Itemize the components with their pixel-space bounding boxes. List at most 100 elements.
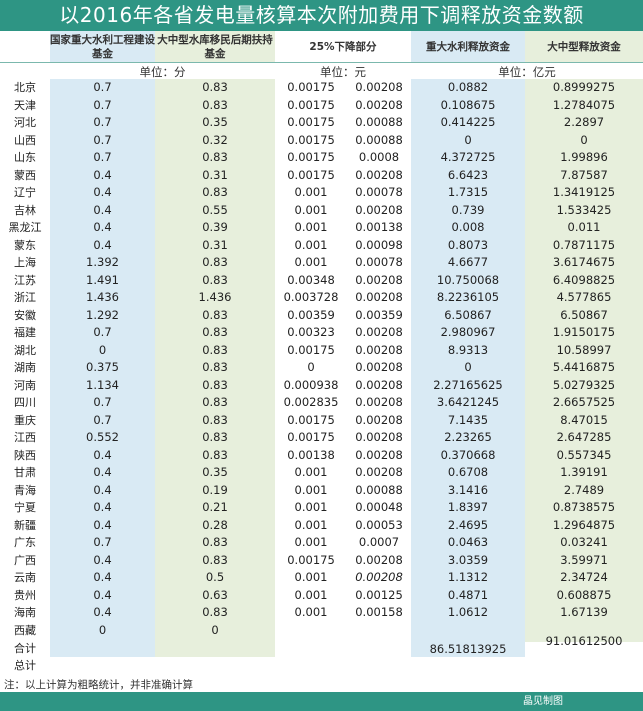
- cell-reservoir-release: 1.39191: [560, 465, 608, 479]
- cell-water-release: 0: [464, 132, 472, 147]
- table-row: 福建 0.7 0.83 0.00323 0.00208 2.980967 1.9150175: [0, 324, 643, 342]
- cell-reservoir-fund: 0.83: [202, 447, 228, 462]
- cell-province: 新疆: [14, 518, 36, 532]
- cell-water-release: 0.370668: [440, 447, 496, 462]
- cell-water-fund: 0.7: [93, 535, 112, 549]
- cell-reservoir-fund: 0.32: [202, 132, 228, 147]
- cell-cut-b: 0.00208: [355, 447, 403, 462]
- cell-cut-b: 0.00125: [355, 587, 403, 602]
- cell-water-fund: 0.4: [93, 517, 112, 532]
- cell-province: 重庆: [14, 413, 36, 427]
- cell-water-release: 3.0359: [447, 552, 489, 567]
- header-25pct: 25%下降部分: [309, 40, 377, 53]
- cell-province: 北京: [14, 81, 36, 94]
- cell-reservoir-release: 6.50867: [560, 307, 608, 322]
- table-row: 天津 0.7 0.83 0.00175 0.00208 0.108675 1.2784075: [0, 97, 643, 115]
- cell-reservoir-fund: 0.83: [202, 255, 228, 269]
- cell-water-fund: 1.392: [86, 255, 119, 269]
- cell-cut-a: 0.00175: [287, 97, 335, 112]
- cell-reservoir-fund: 0.63: [202, 587, 228, 602]
- cell-province: 湖南: [14, 361, 36, 374]
- cell-reservoir-fund: 0.83: [202, 150, 228, 164]
- cell-reservoir-release: 1.2964875: [552, 517, 616, 532]
- cell-water-release: 0.0463: [447, 535, 489, 549]
- cell-province: 黑龙江: [8, 221, 42, 234]
- cell-cut-b: 0.00208: [355, 360, 403, 374]
- cell-reservoir-fund: 0.55: [202, 202, 228, 217]
- cell-cut-b: 0.00208: [355, 80, 403, 94]
- cell-water-release: 6.50867: [444, 307, 492, 322]
- cell-cut-a: 0.001: [294, 500, 328, 514]
- cell-reservoir-fund: 0.83: [202, 272, 228, 287]
- header-divider: [0, 62, 643, 63]
- cell-province: 四川: [14, 396, 36, 409]
- cell-cut-b: 0.00208: [355, 342, 403, 357]
- cell-reservoir-release: 0: [580, 132, 588, 147]
- cell-reservoir-fund: 0.83: [202, 97, 228, 112]
- grand-total-row: 总计: [0, 657, 643, 675]
- cell-province: 广西: [14, 553, 36, 567]
- cell-cut-a: 0.001: [294, 587, 328, 602]
- cell-cut-b: 0.0008: [358, 150, 400, 164]
- table-row: 辽宁 0.4 0.83 0.001 0.00078 1.7315 1.3419125: [0, 184, 643, 202]
- cell-cut-a: 0.001: [294, 237, 328, 252]
- cell-province: 海南: [14, 606, 36, 619]
- cell-water-release: 1.7315: [447, 185, 489, 199]
- cell-water-release: 4.372725: [440, 150, 496, 164]
- cell-reservoir-fund: 0.83: [202, 552, 228, 567]
- cell-cut-a: 0.00348: [287, 272, 335, 287]
- header-water-release: 重大水利释放资金: [426, 40, 510, 53]
- cell-province: 福建: [14, 326, 36, 339]
- unit-fen: 单位：分: [139, 65, 186, 79]
- table-row: 浙江 1.436 1.436 0.003728 0.00208 8.2236105 4.57…: [0, 289, 643, 307]
- cell-water-release: 10.750068: [436, 272, 500, 287]
- cell-water-release: 3.1416: [447, 482, 489, 497]
- table-row: 黑龙江 0.4 0.39 0.001 0.00138 0.008 0.011: [0, 219, 643, 237]
- cell-cut-b: 0.00078: [355, 185, 403, 199]
- table-row: 吉林 0.4 0.55 0.001 0.00208 0.739 1.533425: [0, 202, 643, 220]
- cell-cut-b: 0.00208: [355, 167, 403, 182]
- cell-water-fund: 0.4: [93, 220, 112, 234]
- table-row: 陕西 0.4 0.83 0.00138 0.00208 0.370668 0.557345: [0, 447, 643, 465]
- cell-water-release: 2.980967: [440, 325, 496, 339]
- cell-water-fund: 0.4: [93, 447, 112, 462]
- cell-cut-b: 0.00138: [355, 220, 403, 234]
- cell-cut-a: 0.00359: [287, 307, 335, 322]
- table-row: 江西 0.552 0.83 0.00175 0.00208 2.23265 2.647285: [0, 429, 643, 447]
- cell-province: 西藏: [14, 623, 36, 637]
- cell-cut-a: 0.00323: [287, 325, 335, 339]
- cell-water-fund: 0.7: [93, 132, 112, 147]
- table-row: 甘肃 0.4 0.35 0.001 0.00208 0.6708 1.39191: [0, 464, 643, 482]
- cell-water-fund: 0.4: [93, 482, 112, 497]
- cell-water-release: 1.0612: [447, 605, 489, 619]
- cell-reservoir-release: 5.4416875: [552, 360, 616, 374]
- table-row: 新疆 0.4 0.28 0.001 0.00053 2.4695 1.2964875: [0, 517, 643, 535]
- cell-cut-a: 0: [307, 360, 315, 374]
- cell-cut-b: 0.00158: [355, 605, 403, 619]
- cell-water-release: 1.1312: [447, 570, 489, 584]
- table-row: 青海 0.4 0.19 0.001 0.00088 3.1416 2.7489: [0, 482, 643, 500]
- cell-water-fund: 0.4: [93, 552, 112, 567]
- cell-reservoir-release: 0.03241: [560, 535, 608, 549]
- table-row: 蒙西 0.4 0.31 0.00175 0.00208 6.6423 7.87587: [0, 167, 643, 185]
- cell-reservoir-fund: 0.39: [202, 220, 228, 234]
- cell-water-release: 0.0882: [447, 80, 489, 94]
- cell-cut-b: 0.00208: [355, 570, 403, 584]
- cell-province: 山东: [14, 151, 36, 164]
- cell-reservoir-release: 0.8999275: [552, 80, 616, 94]
- cell-water-release: 0.739: [451, 202, 485, 217]
- cell-reservoir-fund: 0.83: [202, 377, 228, 392]
- cell-province: 河北: [14, 116, 36, 129]
- cell-reservoir-fund: 0.35: [202, 115, 228, 129]
- cell-province: 江西: [14, 431, 36, 444]
- cell-water-fund: 0.4: [93, 570, 112, 584]
- cell-reservoir-release: 5.0279325: [552, 377, 616, 392]
- cell-reservoir-fund: 0.5: [205, 570, 225, 584]
- total-label: 合计: [14, 642, 36, 655]
- table-row: 云南 0.4 0.5 0.001 0.00208 1.1312 2.34724: [0, 569, 643, 587]
- table-row: 重庆 0.7 0.83 0.00175 0.00208 7.1435 8.47015: [0, 412, 643, 430]
- cell-cut-b: 0.00208: [355, 430, 403, 444]
- table-row: 西藏 0 0: [0, 622, 643, 640]
- col5-bg: [411, 31, 525, 657]
- cell-water-fund: 0.7: [93, 412, 112, 427]
